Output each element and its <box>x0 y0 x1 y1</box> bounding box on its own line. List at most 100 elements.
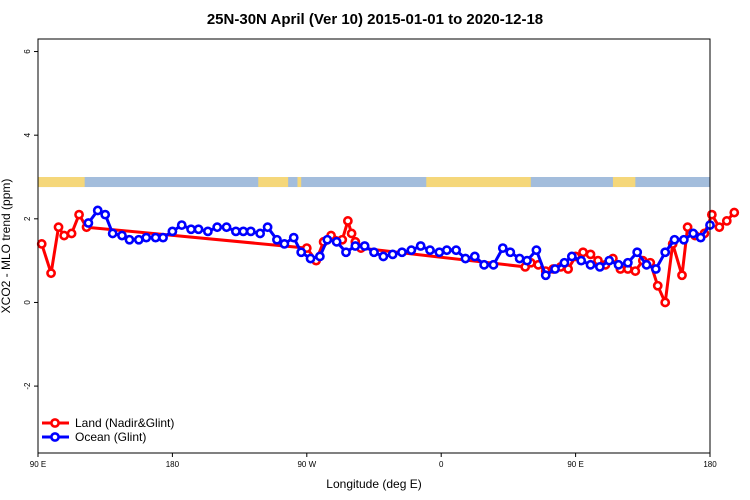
data-point <box>141 232 152 243</box>
data-point <box>721 216 732 226</box>
y-tick-label: 0 <box>23 300 32 305</box>
x-axis-label: Longitude (deg E) <box>326 477 421 491</box>
land-ocean-mask-strip <box>38 177 710 188</box>
data-point <box>585 249 596 260</box>
data-point <box>434 247 445 258</box>
data-point <box>514 253 525 264</box>
data-point <box>238 226 249 237</box>
data-point <box>176 220 187 230</box>
legend-swatch-marker <box>50 432 60 442</box>
data-point <box>53 222 64 233</box>
data-point <box>193 224 204 235</box>
data-point <box>322 234 333 245</box>
data-point <box>604 255 615 266</box>
y-axis: -2 0 2 4 6 <box>23 49 38 390</box>
data-point <box>479 259 490 270</box>
data-point <box>613 259 624 270</box>
data-point <box>262 222 273 233</box>
data-point <box>83 218 94 228</box>
data-point <box>158 232 168 243</box>
data-point <box>387 249 398 260</box>
data-point <box>36 239 47 249</box>
data-point <box>350 241 361 251</box>
data-point <box>255 228 266 239</box>
ocean-strip <box>38 177 710 188</box>
data-point <box>695 232 706 243</box>
data-point <box>378 251 389 262</box>
data-point <box>630 266 641 276</box>
data-point <box>522 255 532 266</box>
data-point <box>314 251 325 262</box>
data-point <box>272 234 282 245</box>
data-point <box>585 259 596 270</box>
data-point <box>678 234 689 245</box>
data-point <box>107 228 118 239</box>
data-point <box>594 262 605 272</box>
data-point <box>505 247 516 258</box>
data-point <box>117 230 127 241</box>
data-point <box>202 226 213 237</box>
data-point <box>133 234 144 245</box>
data-point <box>415 241 426 251</box>
data-point <box>441 245 452 256</box>
x-tick-label: 90 W <box>297 460 316 469</box>
data-point <box>660 247 671 258</box>
data-point <box>451 245 462 256</box>
land-segment <box>426 177 531 188</box>
data-point <box>230 226 241 237</box>
data-point <box>578 247 588 258</box>
data-point <box>150 232 161 243</box>
y-tick-label: 4 <box>23 132 32 137</box>
data-point <box>288 232 299 243</box>
data-point <box>469 251 480 262</box>
land-segment <box>258 177 289 188</box>
data-point <box>706 209 717 220</box>
data-point <box>652 280 663 291</box>
data-point <box>100 209 111 220</box>
data-point <box>369 247 379 258</box>
data-point <box>622 257 633 268</box>
data-point <box>74 209 84 220</box>
data-point <box>221 222 232 233</box>
data-point <box>92 205 103 216</box>
y-tick-label: 2 <box>23 216 32 221</box>
data-point <box>212 222 223 233</box>
data-point <box>660 297 671 308</box>
data-point <box>46 268 56 279</box>
data-point <box>425 245 435 256</box>
data-point <box>186 224 196 235</box>
data-point <box>650 264 661 274</box>
data-point <box>669 234 680 245</box>
data-point <box>397 247 407 258</box>
data-point <box>331 236 342 247</box>
land-segment <box>38 177 85 188</box>
data-point <box>714 222 725 233</box>
x-tick-label: 90 E <box>567 460 583 469</box>
land-segment <box>297 177 302 188</box>
series-layer <box>36 205 740 308</box>
data-point <box>729 207 740 218</box>
y-axis-label: XCO2 - MLO trend (ppm) <box>0 179 13 314</box>
data-point <box>346 228 357 239</box>
plot-frame <box>37 38 711 454</box>
y-tick-label: -2 <box>23 382 32 390</box>
y-tick-label: 6 <box>23 49 32 54</box>
data-point <box>540 270 551 281</box>
data-point <box>341 247 351 258</box>
legend-label: Ocean (Glint) <box>75 430 146 444</box>
data-point <box>245 226 256 237</box>
data-point <box>59 230 70 241</box>
data-point <box>279 239 290 249</box>
data-point <box>682 222 693 233</box>
data-point <box>359 241 370 251</box>
data-point <box>460 253 471 264</box>
legend-label: Land (Nadir&Glint) <box>75 416 174 430</box>
x-tick-label: 180 <box>703 460 717 469</box>
x-tick-label: 180 <box>166 460 180 469</box>
data-point <box>576 255 587 266</box>
data-point <box>488 259 499 270</box>
data-point <box>66 228 77 239</box>
x-axis: 90 E 180 90 W 0 90 E 180 <box>30 453 717 469</box>
data-point <box>296 247 307 258</box>
legend: Land (Nadir&Glint)Ocean (Glint) <box>42 416 174 444</box>
